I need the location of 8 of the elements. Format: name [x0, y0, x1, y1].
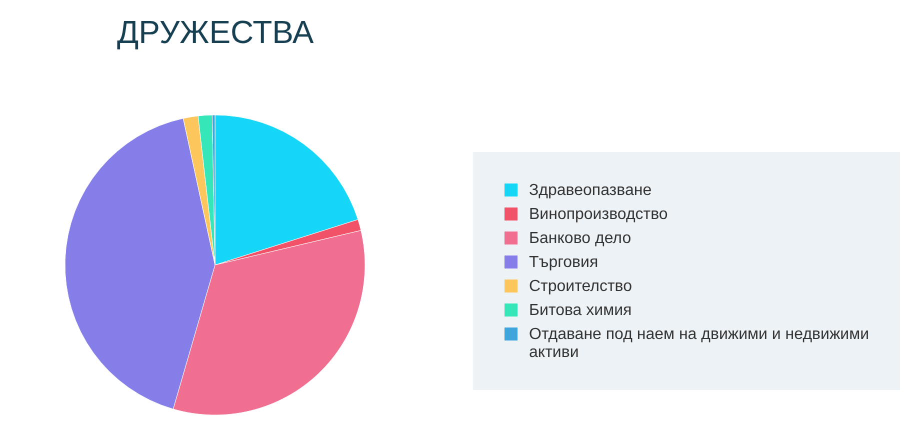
legend-label: Строителство	[529, 278, 632, 295]
legend-label: Здравеопазване	[529, 182, 652, 199]
chart-title: ДРУЖЕСТВА	[117, 14, 314, 50]
legend-label: Отдаване под наем на движими и недвижими активи	[529, 326, 870, 361]
legend-label: Банково дело	[529, 230, 632, 247]
legend-label: Търговия	[529, 254, 598, 271]
legend-label: Винопроизводство	[529, 206, 668, 223]
legend-label: Битова химия	[529, 302, 632, 319]
